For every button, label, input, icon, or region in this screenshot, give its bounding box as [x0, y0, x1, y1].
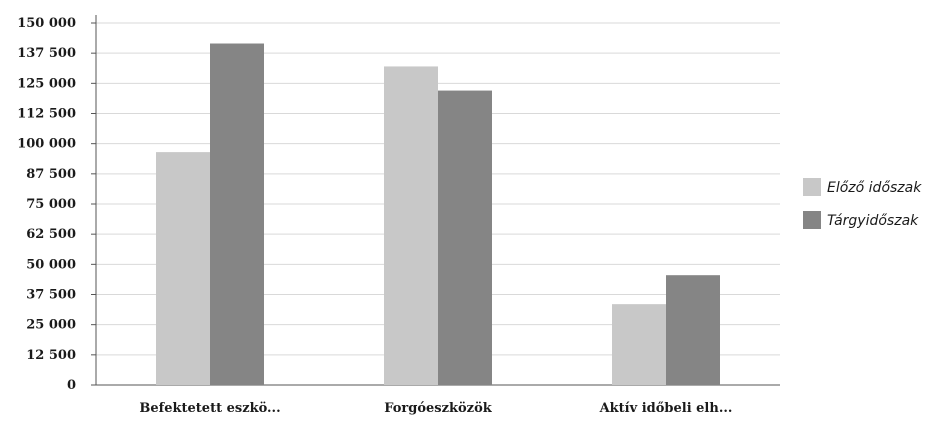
legend-label: Tárgyidőszak: [827, 213, 919, 229]
y-tick-label: 150 000: [17, 16, 76, 31]
y-tick-label: 62 500: [26, 227, 76, 242]
bar-previous-1: [384, 66, 438, 385]
category-label: Aktív időbeli elh...: [599, 401, 733, 416]
bar-previous-2: [612, 304, 666, 385]
legend-swatch: [803, 211, 821, 229]
legend-swatch: [803, 178, 821, 196]
category-label: Forgóeszközök: [384, 401, 493, 416]
y-tick-label: 75 000: [26, 197, 76, 212]
bars: [156, 43, 720, 385]
bar-previous-0: [156, 152, 210, 385]
y-tick-label: 0: [67, 378, 76, 393]
legend: Előző időszak Tárgyidőszak: [803, 178, 922, 229]
category-labels: Befektetett eszkö... Forgóeszközök Aktív i…: [139, 401, 732, 416]
y-tick-label: 137 500: [17, 46, 76, 61]
y-tick-label: 112 500: [17, 107, 76, 122]
y-tick-label: 12 500: [26, 348, 76, 363]
y-tick-label: 50 000: [26, 257, 76, 272]
y-tick-label: 87 500: [26, 167, 76, 182]
y-tick-label: 37 500: [26, 288, 76, 303]
bar-current-2: [666, 275, 720, 385]
y-tick-label: 125 000: [17, 76, 76, 91]
y-tick-label: 25 000: [26, 318, 76, 333]
bar-current-1: [438, 90, 492, 385]
legend-label: Előző időszak: [827, 180, 922, 196]
category-label: Befektetett eszkö...: [139, 401, 280, 416]
y-tick-label: 100 000: [17, 137, 76, 152]
y-tick-labels: 0 12 500 25 000 37 500 50 000 62 500 75 000 87 …: [17, 16, 76, 393]
bar-current-0: [210, 43, 264, 385]
